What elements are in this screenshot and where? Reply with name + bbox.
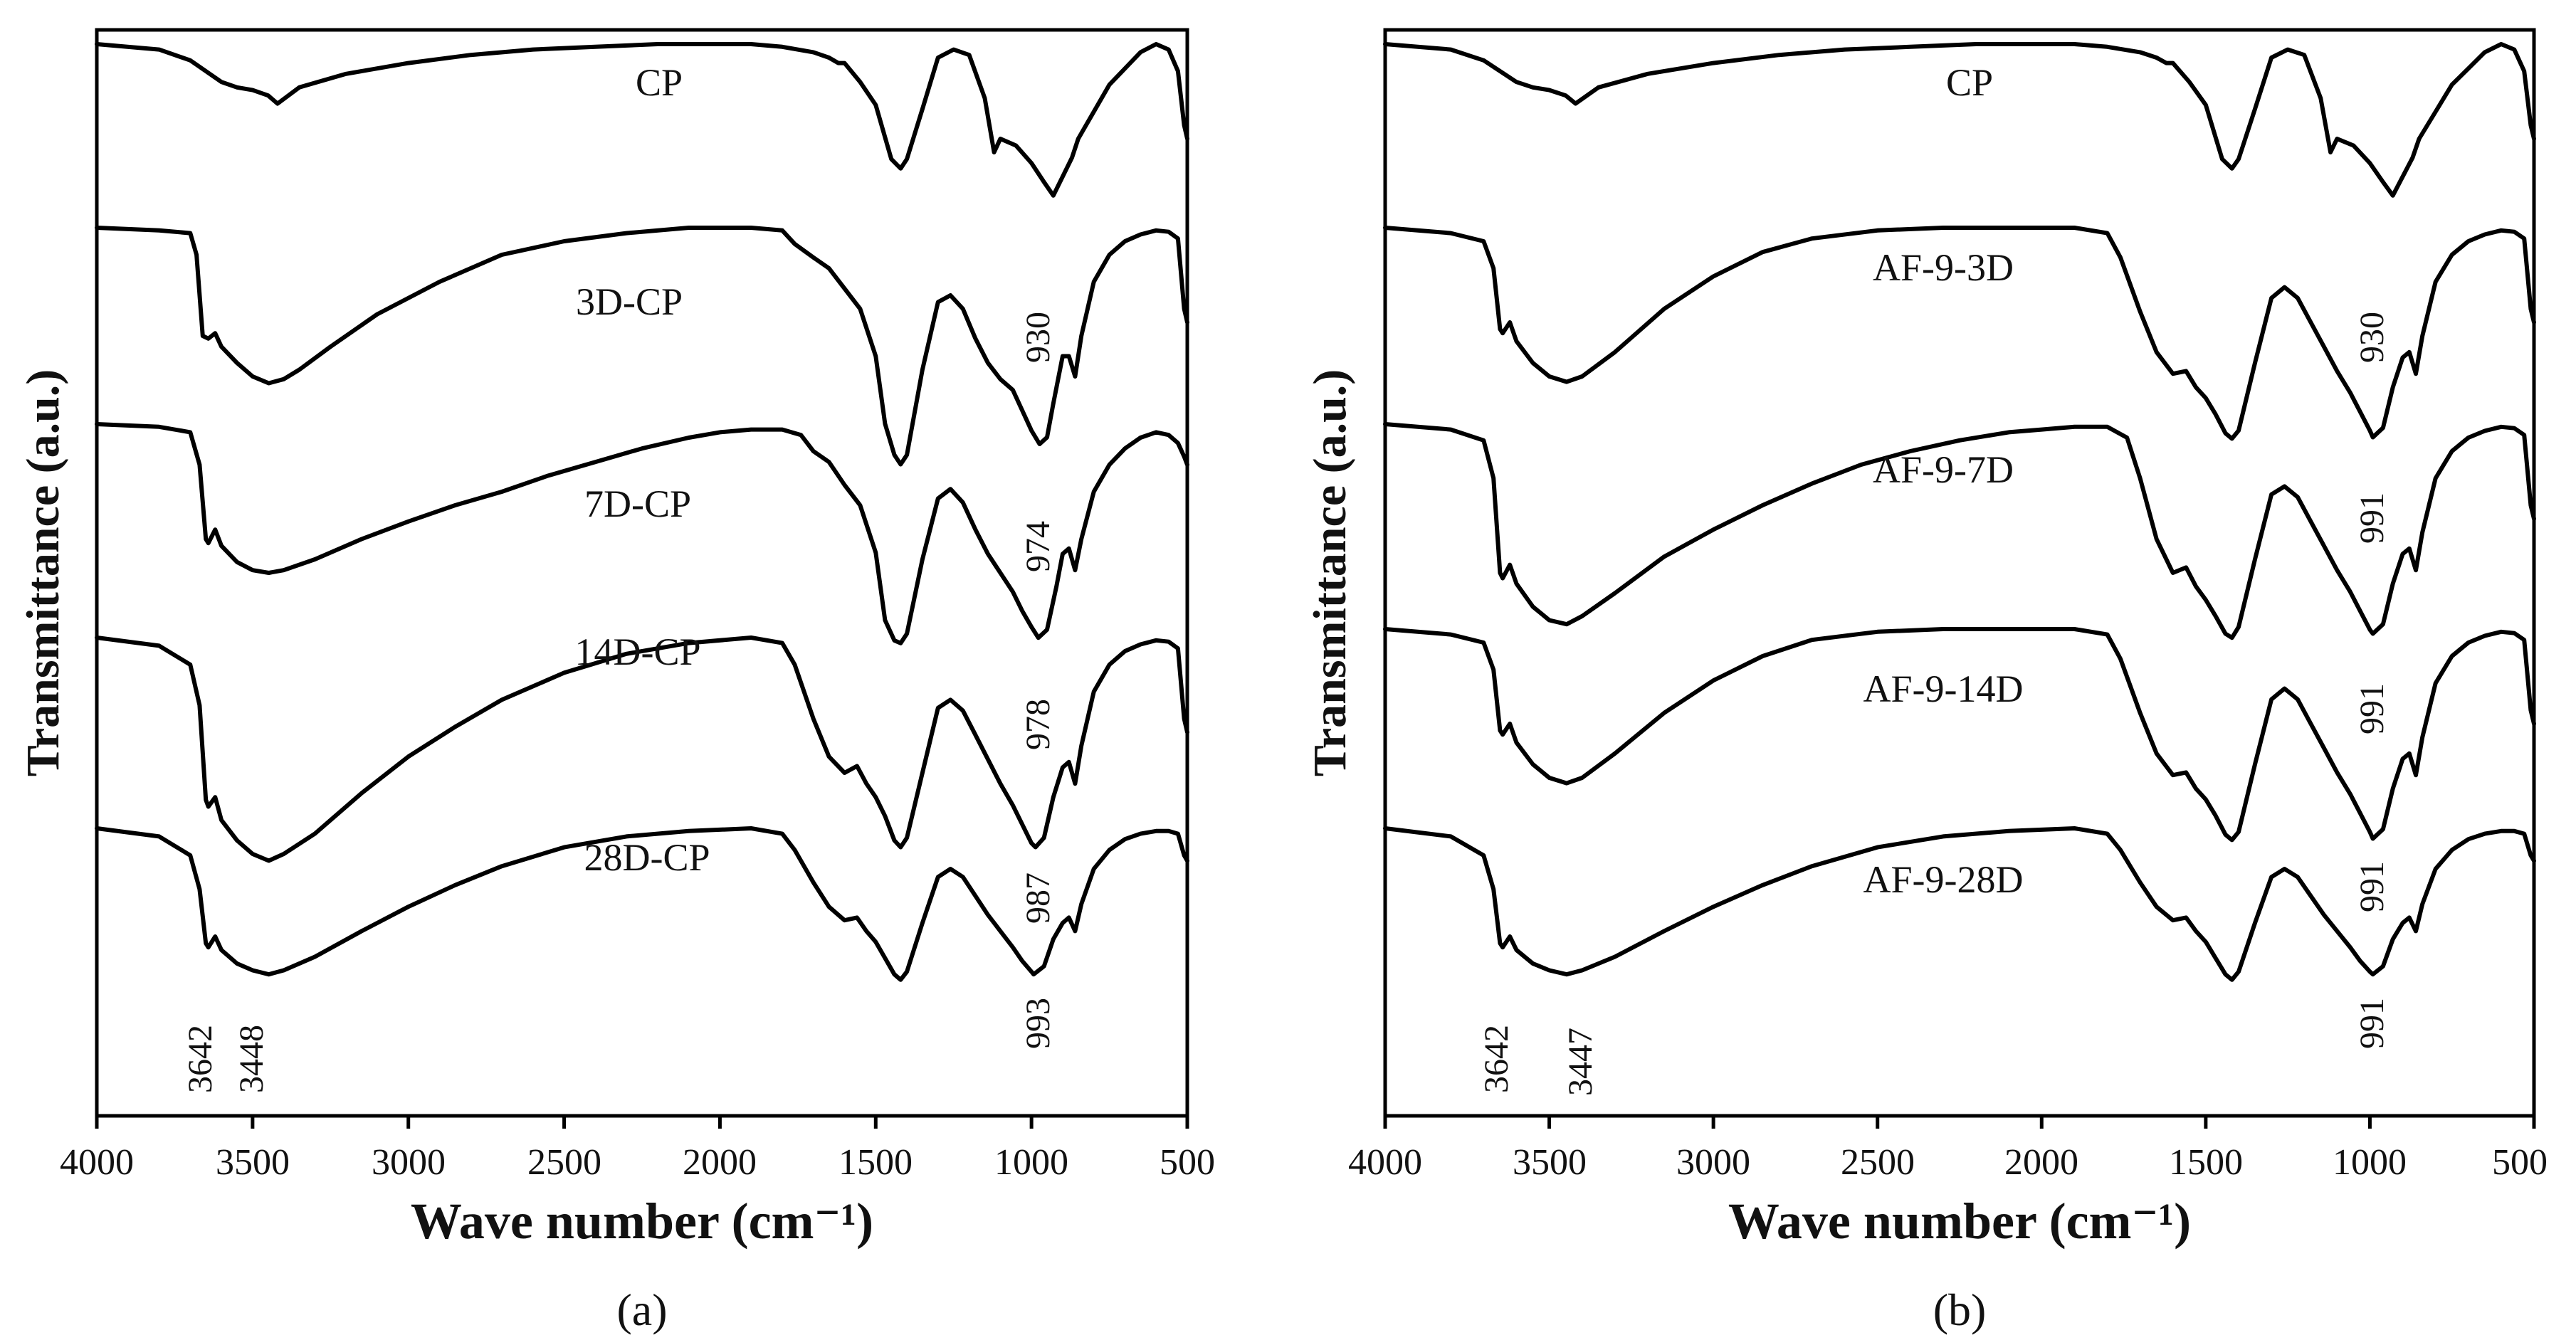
a-trace-label-14d: 14D-CP <box>574 631 700 673</box>
b-trace-label-28d: AF-9-28D <box>1863 858 2024 901</box>
b-y-axis-title: Transmittance (a.u.) <box>1304 369 1356 777</box>
b-trace-label-14d: AF-9-14D <box>1863 668 2024 710</box>
a-peak-993: 993 <box>1019 998 1057 1049</box>
a-xtick-3000: 3000 <box>372 1142 446 1183</box>
panel-a-frame <box>95 28 1189 1118</box>
panel-b-frame <box>1383 28 2536 1118</box>
b-trace-af-9-14d <box>1383 627 2536 843</box>
b-peak-991-7d: 991 <box>2353 492 2391 544</box>
b-peak-3642: 3642 <box>1478 1025 1515 1093</box>
b-xtick-500: 500 <box>2492 1142 2548 1183</box>
a-xtick-1000: 1000 <box>994 1142 1068 1183</box>
panel-a-caption: (a) <box>616 1284 667 1335</box>
panel-b-x-ticks <box>1383 1116 2536 1129</box>
panel-b: 4000 3500 3000 2500 2000 1500 1000 500 W… <box>1304 28 2548 1335</box>
b-peak-930: 930 <box>2353 312 2391 363</box>
a-trace-cp <box>95 42 1189 198</box>
a-xtick-3500: 3500 <box>216 1142 290 1183</box>
a-trace-label-3d: 3D-CP <box>576 280 683 323</box>
a-y-axis-title: Transmittance (a.u.) <box>17 369 69 777</box>
b-xtick-1000: 1000 <box>2333 1142 2407 1183</box>
a-trace-label-7d: 7D-CP <box>584 482 691 525</box>
a-peak-978: 978 <box>1019 699 1057 750</box>
b-xtick-3500: 3500 <box>1513 1142 1587 1183</box>
b-xtick-3000: 3000 <box>1676 1142 1750 1183</box>
panel-b-traces <box>1383 42 2536 982</box>
a-trace-3d-cp <box>95 226 1189 467</box>
a-peak-974: 974 <box>1019 521 1057 572</box>
a-trace-7d-cp <box>95 422 1189 645</box>
b-peak-3447: 3447 <box>1562 1028 1599 1096</box>
a-peak-3642: 3642 <box>182 1025 219 1093</box>
a-xtick-4000: 4000 <box>60 1142 134 1183</box>
b-peak-991-14d: 991 <box>2353 683 2391 734</box>
b-trace-cp <box>1383 42 2536 198</box>
b-xtick-2500: 2500 <box>1841 1142 1915 1183</box>
a-trace-label-cp: CP <box>636 61 683 104</box>
b-xtick-1500: 1500 <box>2169 1142 2243 1183</box>
a-peak-987: 987 <box>1019 872 1057 924</box>
b-trace-label-cp: CP <box>1946 61 1993 104</box>
panel-a-traces <box>95 42 1189 982</box>
a-peak-930: 930 <box>1019 312 1057 363</box>
b-peak-991-bottom: 991 <box>2353 998 2391 1049</box>
a-x-axis-title: Wave number (cm⁻¹) <box>411 1193 873 1250</box>
b-trace-af-9-28d <box>1383 826 2536 982</box>
b-x-axis-title: Wave number (cm⁻¹) <box>1728 1193 2191 1250</box>
b-xtick-2000: 2000 <box>2004 1142 2078 1183</box>
a-xtick-2500: 2500 <box>527 1142 601 1183</box>
b-trace-af-9-3d <box>1383 226 2536 441</box>
b-trace-label-7d: AF-9-7D <box>1873 448 2014 491</box>
b-trace-af-9-7d <box>1383 422 2536 640</box>
b-peak-991-28d: 991 <box>2353 861 2391 912</box>
a-trace-label-28d: 28D-CP <box>584 836 710 879</box>
a-xtick-2000: 2000 <box>683 1142 757 1183</box>
b-trace-label-3d: AF-9-3D <box>1873 246 2014 289</box>
panel-a: 4000 3500 3000 2500 2000 1500 1000 500 W… <box>17 28 1215 1335</box>
b-xtick-4000: 4000 <box>1348 1142 1422 1183</box>
panel-b-caption: (b) <box>1933 1284 1987 1335</box>
a-trace-28d-cp <box>95 826 1189 982</box>
a-trace-14d-cp <box>95 635 1189 863</box>
a-xtick-1500: 1500 <box>838 1142 913 1183</box>
a-peak-3448: 3448 <box>233 1025 270 1093</box>
a-xtick-500: 500 <box>1160 1142 1215 1183</box>
panel-a-x-ticks <box>95 1116 1189 1129</box>
